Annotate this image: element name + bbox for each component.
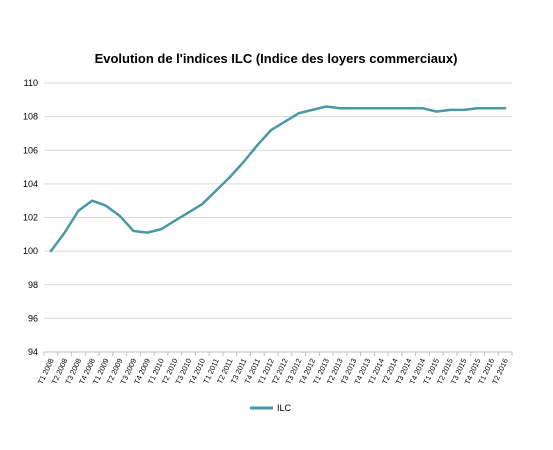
y-tick-label: 98	[28, 280, 38, 290]
y-tick-label: 94	[28, 347, 38, 357]
series-lines	[49, 105, 507, 253]
legend: ILC	[250, 403, 292, 413]
y-axis-tick-labels: 94 96 98 100 102 104 106 108 110	[23, 78, 38, 357]
gridlines	[44, 82, 512, 353]
series-line-ilc	[49, 105, 507, 253]
y-tick-label: 102	[23, 213, 38, 223]
y-tick-label: 100	[23, 246, 38, 256]
y-tick-label: 106	[23, 145, 38, 155]
chart-title: Evolution de l'indices ILC (Indice des l…	[95, 51, 458, 66]
legend-label-ilc: ILC	[277, 403, 292, 413]
y-tick-label: 108	[23, 112, 38, 122]
y-tick-label: 110	[24, 78, 38, 88]
axes	[43, 351, 513, 356]
y-tick-label: 104	[23, 179, 38, 189]
y-tick-label: 96	[28, 313, 38, 323]
